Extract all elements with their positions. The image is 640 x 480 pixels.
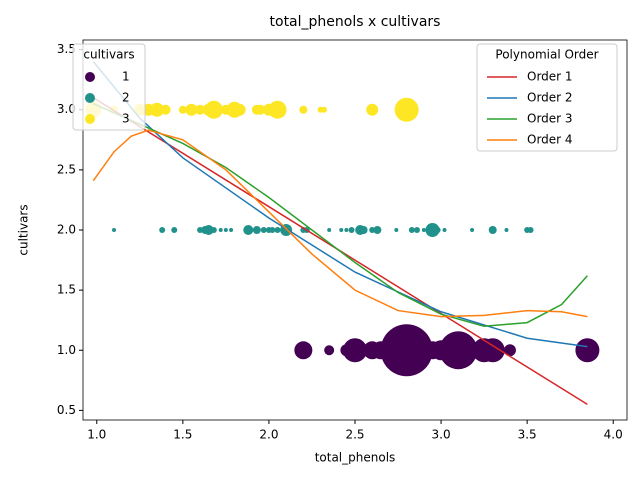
scatter-point: [150, 102, 165, 117]
scatter-point: [294, 341, 313, 360]
legend: cultivars 1 2 3: [72, 43, 146, 131]
legend: Polynomial Order Order 1 Order 2 Order 3 Ord…: [476, 43, 618, 152]
scatter-point: [339, 228, 344, 232]
y-tick-label: 3.5: [57, 42, 76, 56]
x-tick-label: 3.0: [432, 428, 451, 442]
chart-title: total_phenols x cultivars: [270, 14, 441, 30]
scatter-point: [178, 105, 187, 114]
scatter-point: [255, 104, 266, 115]
y-axis-label: cultivars: [17, 204, 31, 255]
scatter-point: [111, 228, 116, 232]
y-tick-label: 2.0: [57, 223, 76, 237]
legend-marker: [85, 114, 95, 124]
scatter-point: [480, 338, 505, 363]
legend-label: 3: [122, 112, 130, 126]
legend-label: Order 2: [527, 91, 573, 105]
legend-title: cultivars: [83, 48, 134, 62]
scatter-point: [434, 227, 441, 233]
scatter-point: [348, 227, 355, 233]
scatter-point: [344, 228, 349, 232]
scatter-point: [324, 345, 335, 356]
fit-line: [92, 61, 588, 348]
fit-line: [92, 129, 588, 318]
scatter-point: [229, 228, 234, 232]
legend-title: Polynomial Order: [495, 48, 598, 62]
scatter-point: [159, 227, 166, 233]
legend-label: Order 1: [527, 70, 573, 84]
scatter-point: [185, 103, 198, 116]
scatter-point: [366, 103, 379, 116]
scatter-point: [218, 228, 223, 232]
scatter-point: [204, 100, 223, 119]
x-tick-label: 4.0: [604, 428, 623, 442]
legend-label: Order 3: [527, 112, 573, 126]
scatter-point: [321, 106, 328, 113]
scatter-point: [408, 227, 415, 233]
axes-frame: [82, 39, 628, 421]
scatter-point: [252, 226, 261, 234]
scatter-point: [327, 228, 332, 232]
scatter-point: [394, 97, 419, 122]
scatter-point: [413, 227, 420, 233]
legend-marker: [85, 93, 95, 103]
scatter-point: [171, 227, 178, 233]
scatter-point: [425, 223, 440, 237]
y-tick-label: 1.5: [57, 283, 76, 297]
scatter-point: [470, 228, 475, 232]
scatter-point: [394, 228, 399, 232]
scatter-point: [380, 324, 433, 377]
scatter-point: [160, 104, 171, 115]
x-axis-label: total_phenols: [315, 451, 396, 465]
scatter-point: [488, 226, 497, 234]
scatter-point: [223, 228, 228, 232]
x-tick-label: 1.5: [173, 428, 192, 442]
y-tick-label: 3.0: [57, 102, 76, 116]
x-tick-label: 3.5: [518, 428, 537, 442]
scatter-point: [243, 225, 254, 235]
fit-line: [93, 103, 588, 327]
y-tick-label: 2.5: [57, 162, 76, 176]
x-tick-label: 2.5: [345, 428, 364, 442]
scatter-point: [575, 338, 600, 363]
scatter-point: [343, 338, 367, 363]
legend-label: Order 4: [527, 133, 573, 147]
y-tick-label: 0.5: [57, 403, 76, 417]
legend-box: [476, 43, 618, 152]
scatter-point: [504, 228, 509, 232]
legend-box: [72, 43, 146, 131]
scatter-point: [233, 103, 246, 116]
legend-label: 2: [122, 91, 130, 105]
scatter-point: [421, 228, 426, 232]
legend-marker: [85, 72, 95, 82]
scatter-point: [456, 340, 477, 361]
legend-label: 1: [122, 70, 130, 84]
scatter-point: [299, 105, 308, 114]
scatter-point: [274, 227, 281, 233]
x-tick-label: 1.0: [87, 428, 106, 442]
scatter-point: [503, 344, 516, 357]
scatter-point: [268, 100, 287, 119]
scatter-point: [359, 226, 368, 234]
scatter-point: [210, 227, 217, 233]
scatter-point: [373, 226, 382, 234]
scatter-point: [195, 104, 206, 115]
scatter-point: [269, 227, 276, 233]
scatter-point: [203, 225, 214, 235]
scatter-point: [527, 227, 534, 233]
y-tick-label: 1.0: [57, 343, 76, 357]
x-tick-label: 2.0: [259, 428, 278, 442]
scatter-point: [442, 228, 447, 232]
scatter-point: [260, 227, 267, 233]
